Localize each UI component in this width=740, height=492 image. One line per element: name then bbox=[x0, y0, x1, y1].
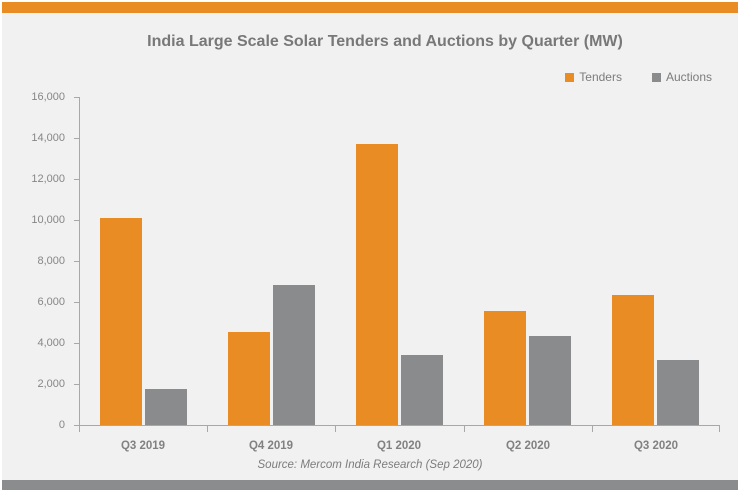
y-tick-mark bbox=[74, 220, 79, 221]
y-tick-mark bbox=[74, 302, 79, 303]
y-tick-mark bbox=[74, 261, 79, 262]
y-tick-mark bbox=[74, 138, 79, 139]
x-tick-mark bbox=[464, 426, 465, 432]
chart-canvas: India Large Scale Solar Tenders and Auct… bbox=[2, 13, 738, 480]
bar-tenders-q2-2020 bbox=[484, 311, 526, 426]
y-tick-label: 16,000 bbox=[31, 91, 65, 103]
legend-swatch-tenders bbox=[565, 72, 575, 82]
x-tick-mark bbox=[592, 426, 593, 432]
x-tick-mark bbox=[207, 426, 208, 432]
bar-tenders-q4-2019 bbox=[228, 332, 270, 426]
x-axis-label-q2-2020: Q2 2020 bbox=[505, 440, 551, 452]
bar-auctions-q4-2019 bbox=[273, 285, 315, 426]
y-tick-label: 4,000 bbox=[37, 337, 65, 349]
x-axis-label-q1-2020: Q1 2020 bbox=[376, 440, 422, 452]
x-tick-mark bbox=[79, 426, 80, 432]
y-tick-mark bbox=[74, 425, 79, 426]
bar-auctions-q1-2020 bbox=[401, 355, 443, 426]
source-note: Source: Mercom India Research (Sep 2020) bbox=[257, 459, 483, 471]
y-tick-label: 0 bbox=[58, 419, 65, 431]
y-tick-mark bbox=[74, 179, 79, 180]
x-axis-label-q3-2019: Q3 2019 bbox=[120, 440, 166, 452]
bar-auctions-q3-2020 bbox=[657, 360, 699, 426]
bar-auctions-q2-2020 bbox=[529, 336, 571, 426]
plot-area: 0 2,000 4,000 6,000 8,000 10,000 12,000 14,000 1… bbox=[31, 91, 720, 452]
y-axis-line bbox=[79, 97, 80, 426]
x-tick-mark bbox=[335, 426, 336, 432]
y-tick-label: 10,000 bbox=[31, 214, 65, 226]
y-tick-mark bbox=[74, 97, 79, 98]
legend-label-tenders: Tenders bbox=[579, 70, 622, 84]
y-tick-label: 6,000 bbox=[37, 296, 65, 308]
legend-swatch-auctions bbox=[651, 72, 661, 82]
bar-tenders-q3-2019 bbox=[100, 218, 142, 426]
y-tick-label: 14,000 bbox=[31, 132, 65, 144]
y-tick-label: 8,000 bbox=[37, 255, 65, 267]
x-axis-label-q4-2019: Q4 2019 bbox=[248, 440, 294, 452]
bar-tenders-q1-2020 bbox=[356, 144, 398, 426]
x-tick-mark bbox=[719, 426, 720, 432]
bar-auctions-q3-2019 bbox=[145, 389, 187, 426]
legend-label-auctions: Auctions bbox=[665, 70, 712, 84]
x-axis-label-q3-2020: Q3 2020 bbox=[633, 440, 679, 452]
top-accent-bar bbox=[2, 2, 738, 13]
bar-tenders-q3-2020 bbox=[612, 295, 654, 426]
y-tick-mark bbox=[74, 384, 79, 385]
chart-title: India Large Scale Solar Tenders and Auct… bbox=[147, 33, 623, 50]
legend-item-tenders: Tenders bbox=[565, 70, 622, 84]
y-tick-label: 12,000 bbox=[31, 173, 65, 185]
legend: Tenders Auctions bbox=[565, 70, 712, 84]
legend-item-auctions: Auctions bbox=[651, 70, 712, 84]
y-tick-label: 2,000 bbox=[37, 378, 65, 390]
x-axis-line bbox=[79, 425, 720, 426]
bottom-accent-bar bbox=[2, 480, 738, 490]
y-tick-mark bbox=[74, 343, 79, 344]
